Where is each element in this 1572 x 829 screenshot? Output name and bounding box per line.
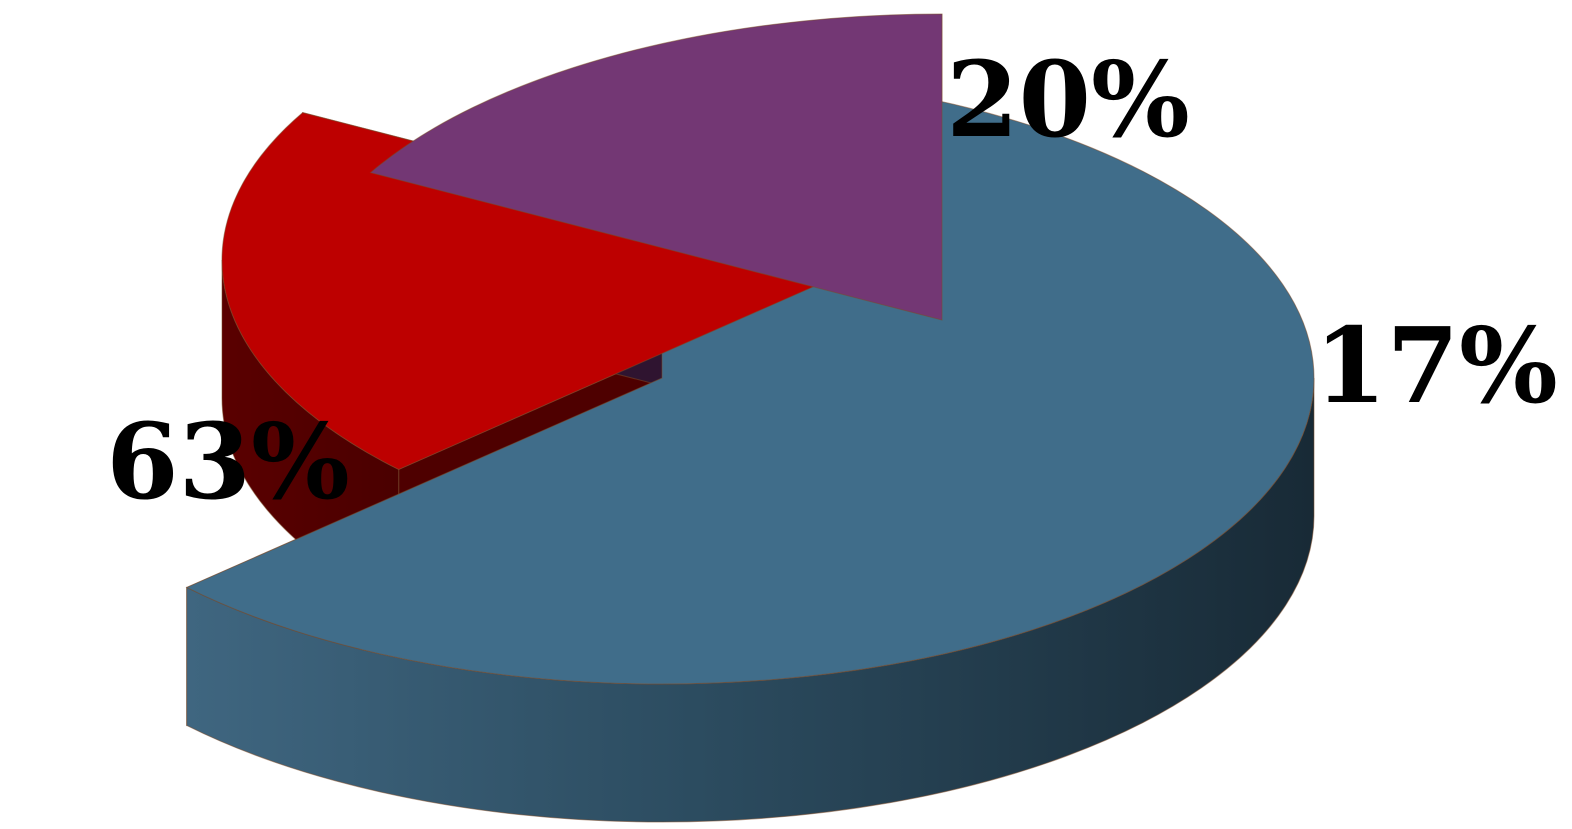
pie-tops — [185, 13, 1315, 685]
slice-label-17: 17% — [1314, 304, 1558, 427]
slice-20 — [221, 112, 876, 471]
slice-label-63: 63% — [106, 400, 350, 523]
slice-label-20: 20% — [946, 38, 1190, 161]
pie-labels: 63% 20% 17% — [106, 38, 1558, 523]
slice-63 — [185, 71, 1315, 685]
slice-17 — [369, 13, 943, 321]
